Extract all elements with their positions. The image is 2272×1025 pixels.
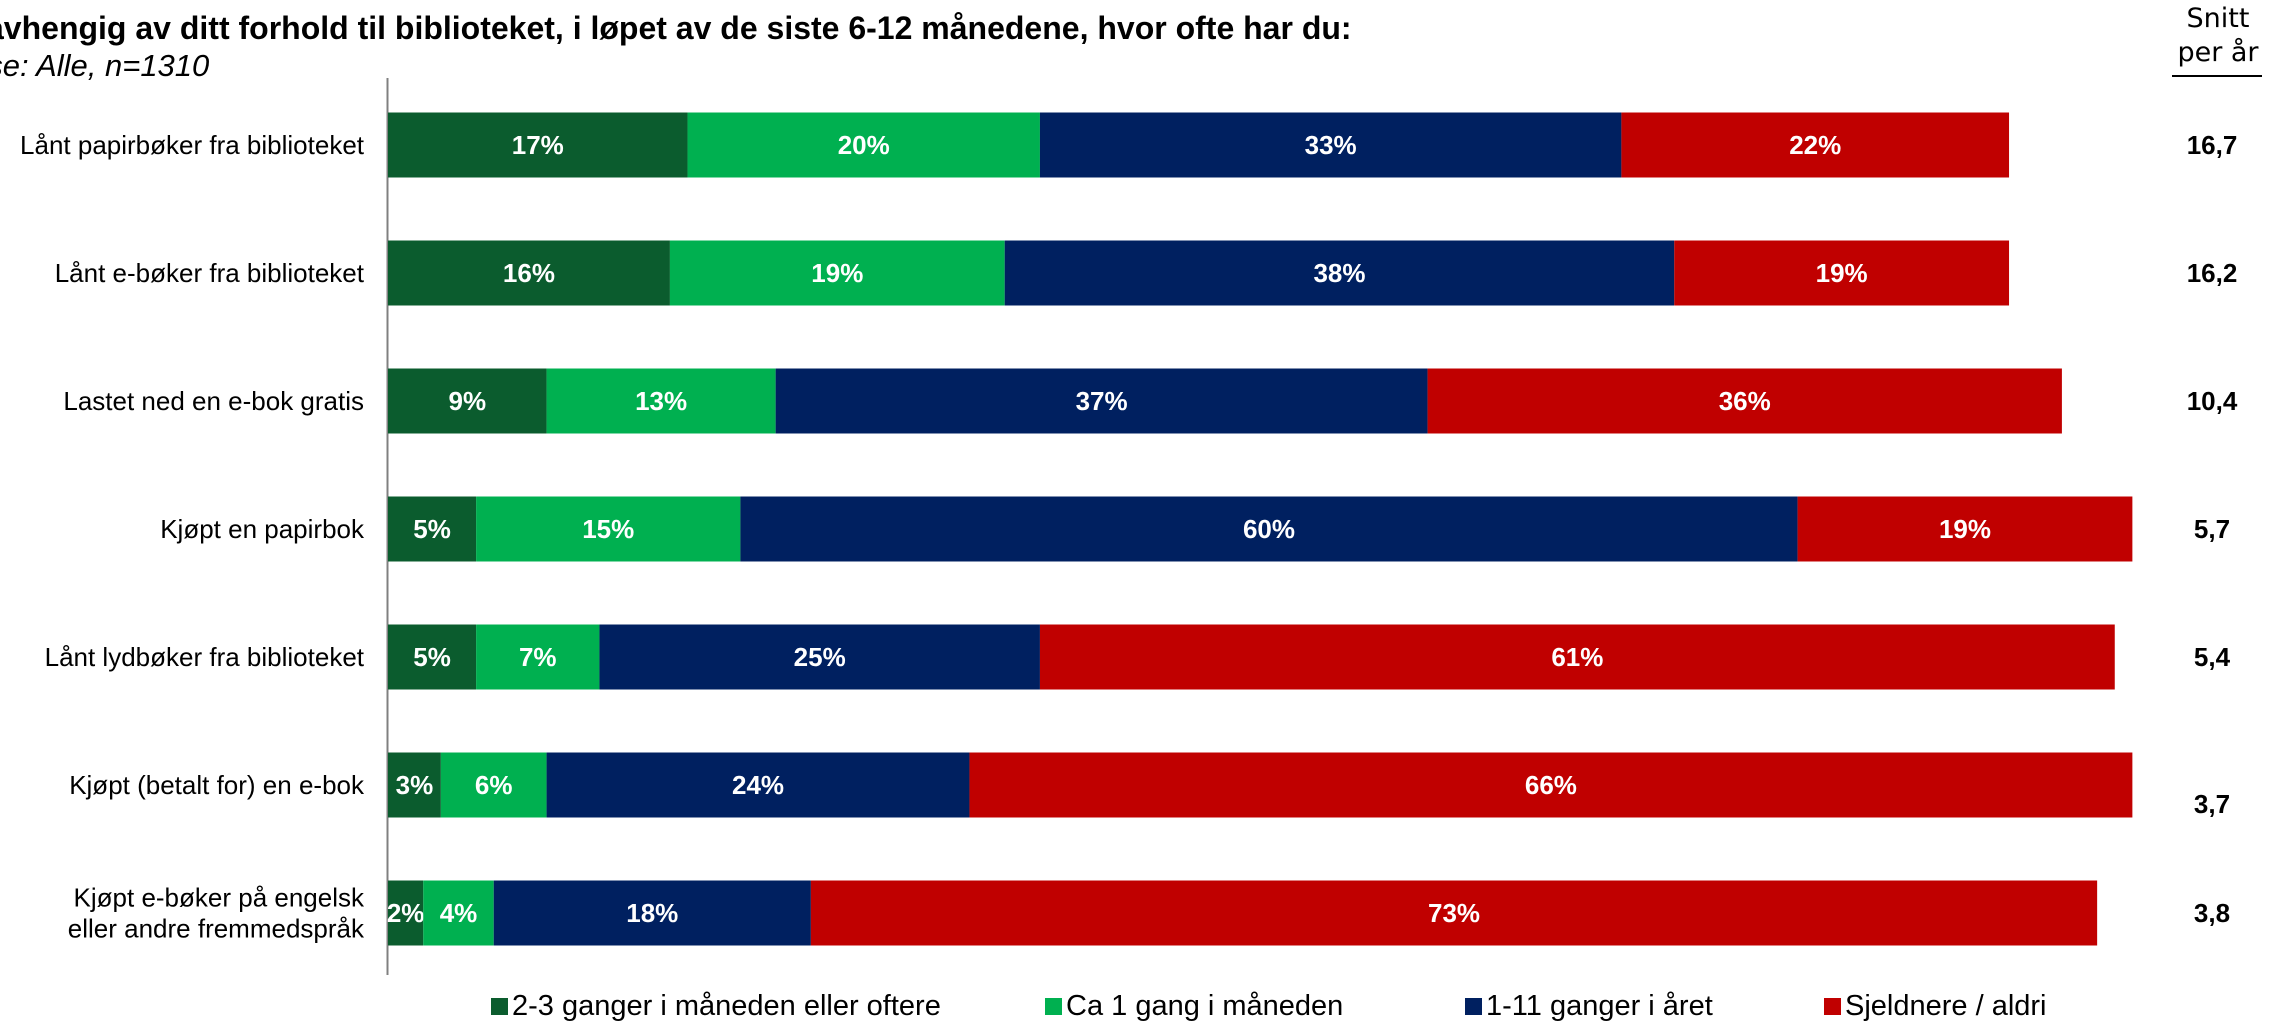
bar-segment bbox=[546, 368, 776, 434]
bar-segment bbox=[1797, 496, 2133, 562]
data-label: 19% bbox=[1816, 258, 1868, 288]
data-label: 33% bbox=[1305, 130, 1357, 160]
bar-segment bbox=[740, 496, 1798, 562]
bar-segment bbox=[493, 880, 811, 946]
bar-segment bbox=[476, 496, 741, 562]
average-value: 3,8 bbox=[2194, 898, 2230, 928]
data-label: 16% bbox=[503, 258, 555, 288]
bar-segment bbox=[388, 752, 441, 818]
data-label: 22% bbox=[1789, 130, 1841, 160]
bar-segment bbox=[388, 624, 477, 690]
category-label: Kjøpt e-bøker på engelsk eller andre frem… bbox=[68, 883, 365, 944]
chart-title: avhengig av ditt forhold til biblioteket… bbox=[0, 10, 1352, 46]
bar-segment bbox=[440, 752, 547, 818]
average-header-line1: Snitt bbox=[2186, 3, 2250, 34]
category-label: Lånt lydbøker fra biblioteket bbox=[45, 642, 365, 672]
average-value: 16,2 bbox=[2187, 258, 2238, 288]
data-label: 13% bbox=[635, 386, 687, 416]
bar-segment bbox=[388, 880, 424, 946]
bar-segment bbox=[969, 752, 2133, 818]
data-label: 18% bbox=[626, 898, 678, 928]
legend-label: 1-11 ganger i året bbox=[1486, 990, 1713, 1022]
average-value: 5,4 bbox=[2194, 642, 2231, 672]
legend-item: 1-11 ganger i året bbox=[1465, 990, 1713, 1023]
bar-segment bbox=[1674, 240, 2010, 306]
data-label: 38% bbox=[1313, 258, 1365, 288]
bar-segment bbox=[388, 368, 547, 434]
data-label: 2% bbox=[387, 898, 425, 928]
average-header-line2: per år bbox=[2177, 37, 2259, 68]
bar-segment bbox=[1621, 112, 2010, 178]
data-label: 19% bbox=[1939, 514, 1991, 544]
data-label: 61% bbox=[1551, 642, 1603, 672]
data-label: 73% bbox=[1428, 898, 1480, 928]
data-label: 9% bbox=[449, 386, 487, 416]
data-label: 5% bbox=[413, 642, 451, 672]
legend-label: 2-3 ganger i måneden eller oftere bbox=[512, 990, 941, 1022]
category-label: Lastet ned en e-bok gratis bbox=[63, 386, 364, 416]
legend-swatch bbox=[491, 998, 508, 1015]
bar-segment bbox=[775, 368, 1428, 434]
data-label: 60% bbox=[1243, 514, 1295, 544]
data-label: 17% bbox=[512, 130, 564, 160]
category-label: Lånt e-bøker fra biblioteket bbox=[55, 258, 365, 288]
data-label: 24% bbox=[732, 770, 784, 800]
bar-segment bbox=[687, 112, 1040, 178]
data-label: 3% bbox=[396, 770, 434, 800]
average-header-underline bbox=[2172, 75, 2262, 77]
data-label: 66% bbox=[1525, 770, 1577, 800]
average-value: 10,4 bbox=[2187, 386, 2238, 416]
legend-item: 2-3 ganger i måneden eller oftere bbox=[491, 990, 941, 1023]
bar-segment bbox=[476, 624, 600, 690]
data-label: 6% bbox=[475, 770, 513, 800]
chart-legend: 2-3 ganger i måneden eller oftere Ca 1 ga… bbox=[0, 990, 2272, 1025]
bar-segment bbox=[546, 752, 970, 818]
legend-label: Sjeldnere / aldri bbox=[1845, 990, 2047, 1022]
legend-item: Ca 1 gang i måneden bbox=[1045, 990, 1343, 1023]
bar-segment bbox=[1004, 240, 1675, 306]
data-label: 4% bbox=[440, 898, 478, 928]
data-label: 15% bbox=[582, 514, 634, 544]
data-label: 7% bbox=[519, 642, 557, 672]
average-column-header: Snitt per år bbox=[2172, 2, 2264, 70]
legend-swatch bbox=[1045, 998, 1062, 1015]
bar-segment bbox=[1039, 624, 2115, 690]
average-value: 5,7 bbox=[2194, 514, 2230, 544]
bar-segment bbox=[423, 880, 494, 946]
data-label: 19% bbox=[811, 258, 863, 288]
data-label: 37% bbox=[1076, 386, 1128, 416]
stacked-bar-chart: Lånt papirbøker fra biblioteket 17% 20% 33%… bbox=[20, 78, 2238, 975]
bar-segment bbox=[1427, 368, 2062, 434]
bar-segment bbox=[388, 496, 477, 562]
category-label: Lånt papirbøker fra biblioteket bbox=[20, 130, 365, 160]
bar-segment bbox=[810, 880, 2098, 946]
category-label: Kjøpt (betalt for) en e-bok bbox=[69, 770, 365, 800]
data-label: 5% bbox=[413, 514, 451, 544]
bar-segment bbox=[669, 240, 1005, 306]
legend-swatch bbox=[1465, 998, 1482, 1015]
category-label: Kjøpt en papirbok bbox=[160, 514, 365, 544]
legend-item: Sjeldnere / aldri bbox=[1824, 990, 2047, 1023]
data-label: 25% bbox=[794, 642, 846, 672]
average-value: 3,7 bbox=[2194, 789, 2230, 819]
bar-segment bbox=[599, 624, 1040, 690]
legend-label: Ca 1 gang i måneden bbox=[1066, 990, 1344, 1022]
average-value: 16,7 bbox=[2187, 130, 2238, 160]
data-label: 36% bbox=[1719, 386, 1771, 416]
bar-segment bbox=[1039, 112, 1622, 178]
bar-segment bbox=[388, 240, 670, 306]
legend-swatch bbox=[1824, 998, 1841, 1015]
chart-subtitle: ase: Alle, n=1310 bbox=[0, 48, 210, 83]
bar-segment bbox=[388, 112, 688, 178]
data-label: 20% bbox=[838, 130, 890, 160]
